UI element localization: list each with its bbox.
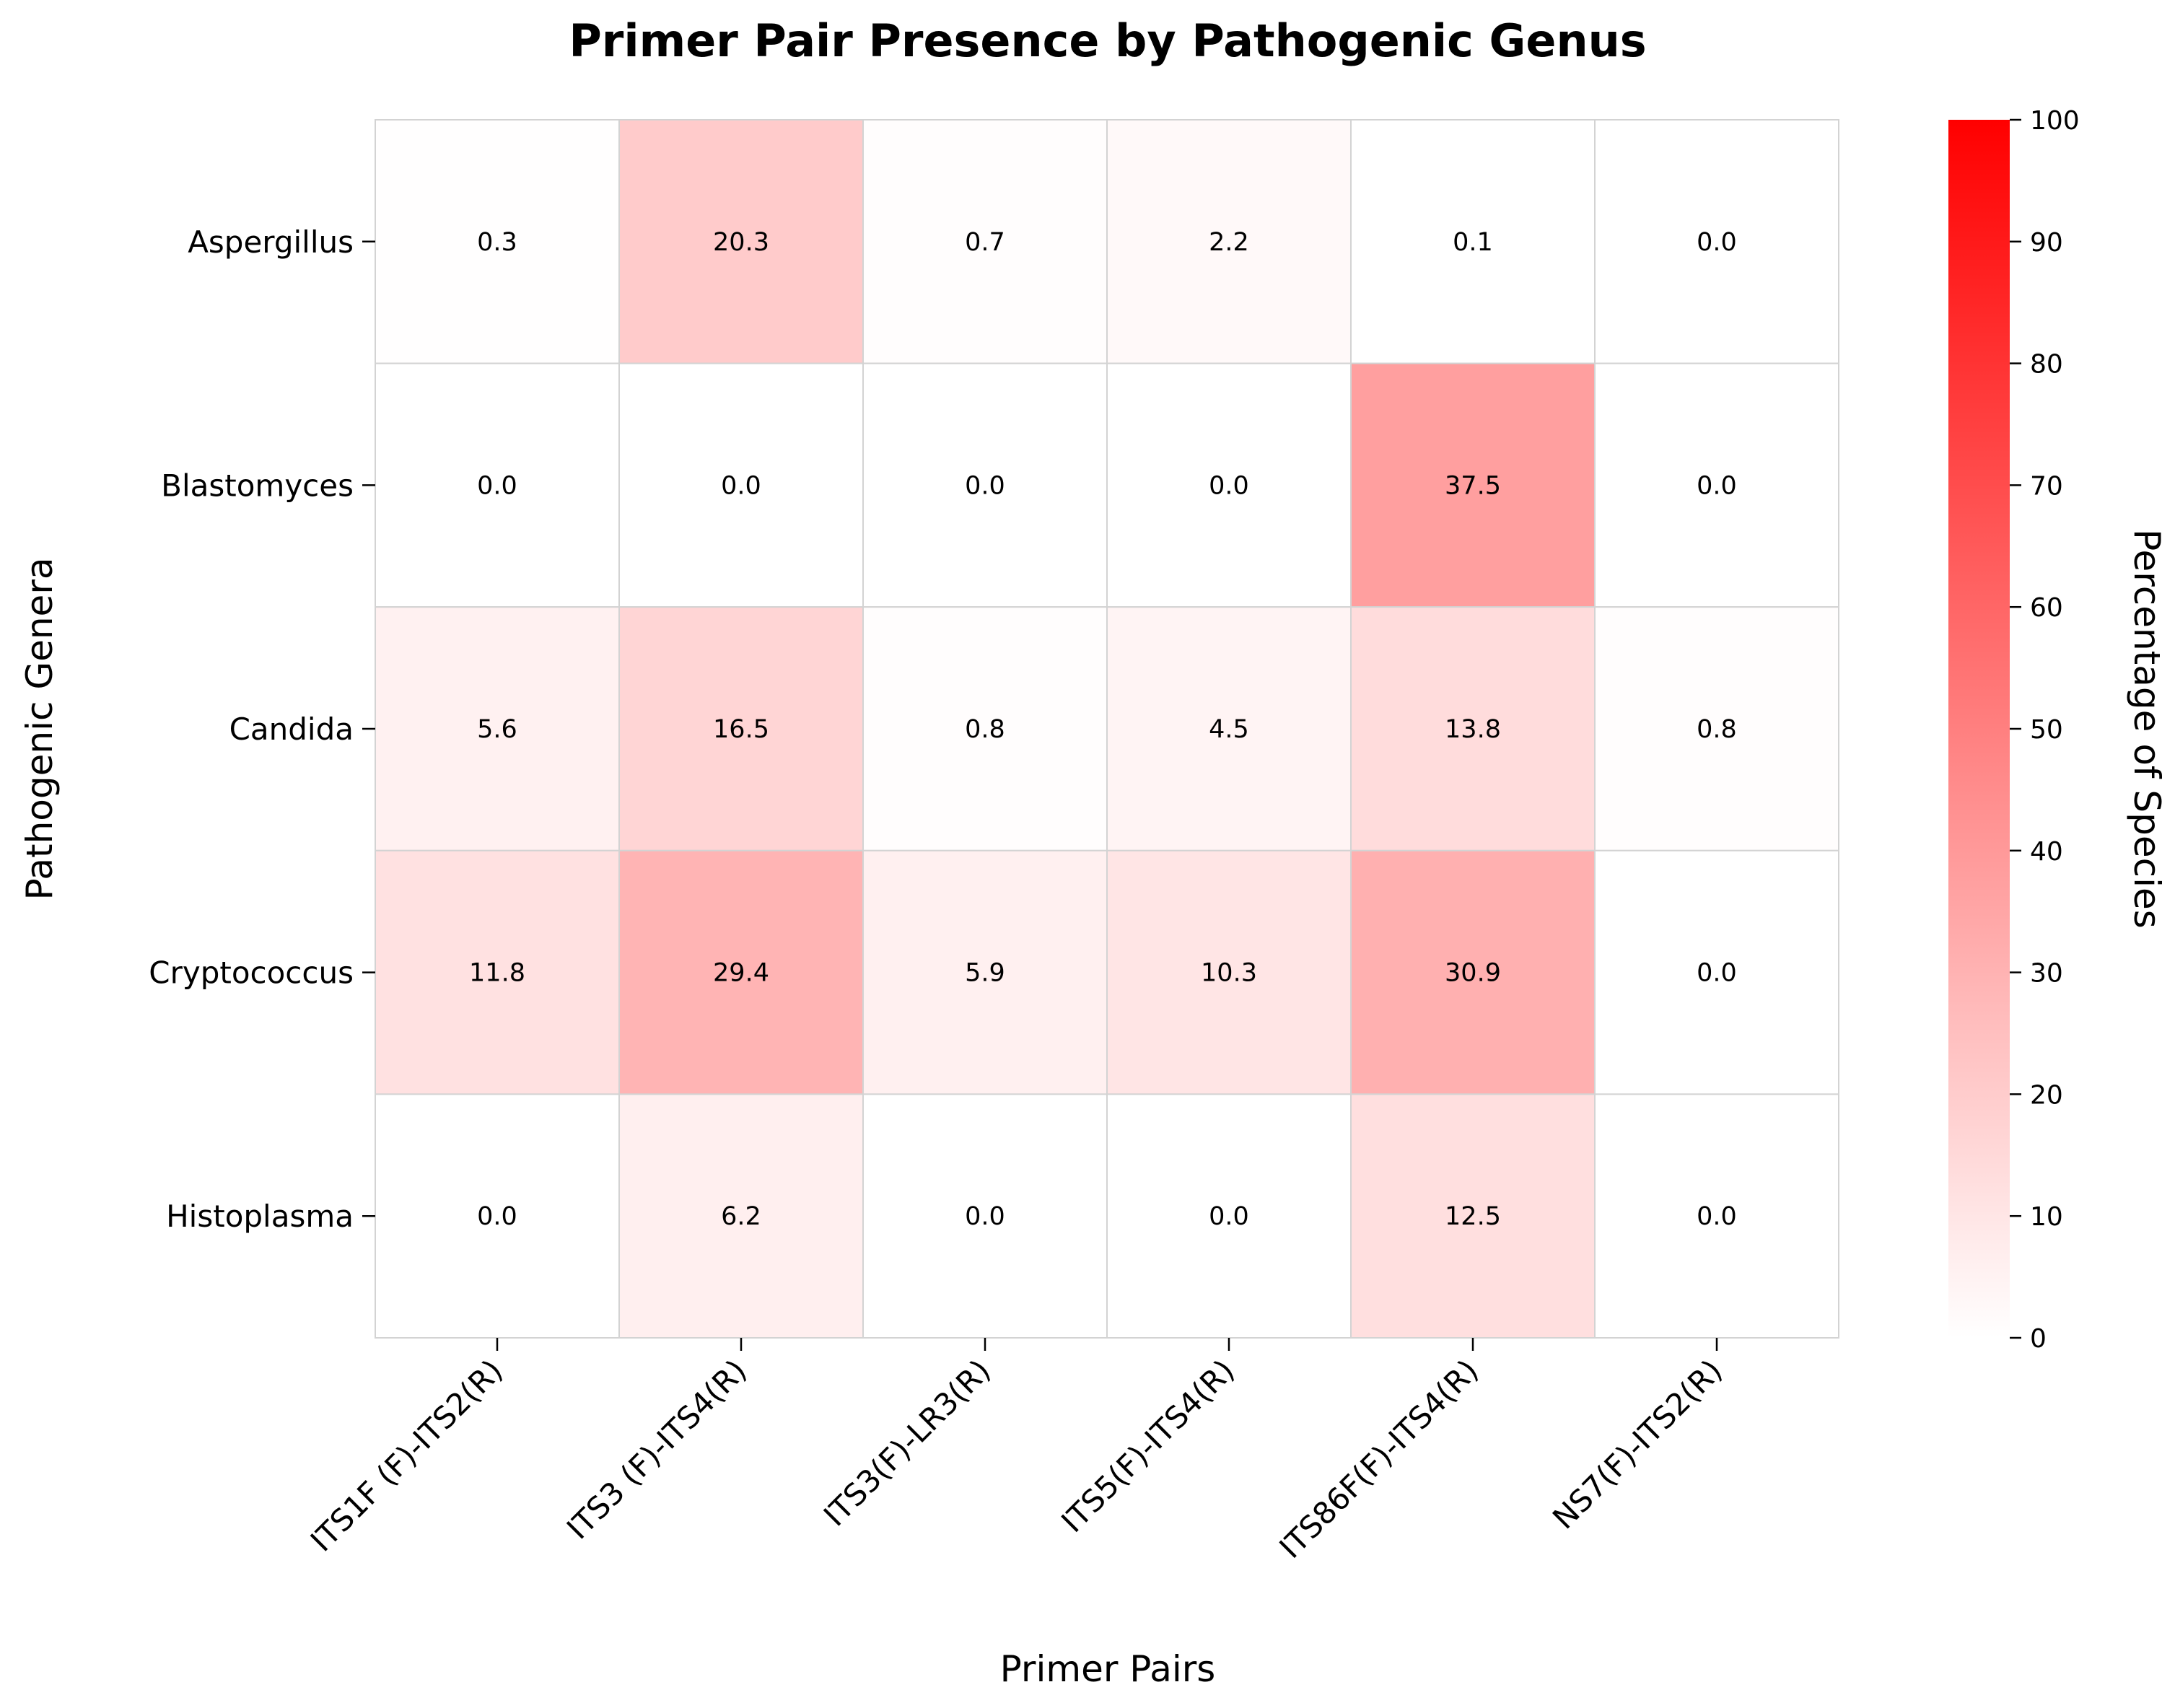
colorbar-tick-label: 60 (2030, 593, 2063, 623)
y-tick-label: Histoplasma (166, 1199, 354, 1234)
heatmap-cell (618, 606, 864, 851)
cell-value-label: 5.6 (477, 715, 517, 744)
y-axis-ticks: Aspergillus Blastomyces Candida Cryptococcu… (149, 224, 375, 1234)
heatmap-cell (375, 606, 620, 851)
heatmap-cell (862, 1093, 1108, 1339)
y-tick-label: Cryptococcus (149, 955, 354, 991)
heatmap-cell (1594, 1093, 1839, 1339)
x-axis-label: Primer Pairs (1000, 1648, 1216, 1690)
x-tick-label: ITS3 (F)-ITS4(R) (560, 1352, 753, 1546)
heatmap-cell (1594, 119, 1839, 364)
colorbar-tick-label: 40 (2030, 837, 2063, 867)
colorbar-tick-label: 50 (2030, 715, 2063, 745)
heatmap-cell (1350, 1093, 1596, 1339)
heatmap-cell (618, 1093, 864, 1339)
x-tick-label: ITS3(F)-LR3(R) (817, 1352, 997, 1533)
cell-value-label: 30.9 (1445, 959, 1501, 988)
cell-value-label: 6.2 (721, 1202, 761, 1231)
cell-value-label: 0.0 (1209, 1202, 1249, 1231)
x-tick-label: NS7(F)-ITS2(R) (1546, 1352, 1729, 1536)
cell-value-label: 12.5 (1445, 1202, 1501, 1231)
colorbar-tick-label: 90 (2030, 228, 2063, 258)
heatmap-cell (1350, 119, 1596, 364)
cell-value-label: 29.4 (713, 959, 769, 988)
colorbar-gradient (1948, 120, 2010, 1338)
cell-value-label: 0.0 (1697, 1202, 1737, 1231)
colorbar-label: Percentage of Species (2126, 529, 2168, 929)
cell-value-label: 0.0 (1697, 471, 1737, 500)
cell-value-label: 0.0 (477, 471, 517, 500)
heatmap-cells (375, 119, 1839, 1339)
colorbar-tick-label: 20 (2030, 1080, 2063, 1110)
x-tick-label: ITS5(F)-ITS4(R) (1054, 1352, 1241, 1539)
heatmap-cell (618, 119, 864, 364)
colorbar-ticks: 0 10 20 30 40 50 60 70 80 90 100 (2010, 106, 2080, 1354)
cell-value-label: 0.0 (1697, 959, 1737, 988)
colorbar-tick-label: 70 (2030, 471, 2063, 501)
cell-value-label: 0.8 (965, 715, 1005, 744)
heatmap-cell (862, 119, 1108, 364)
cell-value-label: 11.8 (469, 959, 525, 988)
cell-value-label: 4.5 (1209, 715, 1249, 744)
heatmap-cell (1350, 849, 1596, 1095)
heatmap-cell (1106, 606, 1352, 851)
cell-value-label: 2.2 (1209, 228, 1249, 257)
cell-value-label: 37.5 (1445, 471, 1501, 500)
cell-value-label: 0.1 (1453, 228, 1493, 257)
heatmap-cell (1106, 849, 1352, 1095)
x-tick-label: ITS1F (F)-ITS2(R) (304, 1352, 509, 1558)
heatmap-cell (1106, 1093, 1352, 1339)
cell-value-label: 16.5 (713, 715, 769, 744)
x-axis-ticks: ITS1F (F)-ITS2(R) ITS3 (F)-ITS4(R) ITS3(F)… (304, 1338, 1729, 1565)
heatmap-cell (375, 362, 620, 608)
y-axis-label: Pathogenic Genera (19, 557, 61, 900)
colorbar: 0 10 20 30 40 50 60 70 80 90 100 Percentage of Spe… (1948, 106, 2168, 1354)
cell-value-label: 0.8 (1697, 715, 1737, 744)
chart-title: Primer Pair Presence by Pathogenic Genus (569, 14, 1646, 67)
heatmap-cell (618, 849, 864, 1095)
heatmap-cell (862, 606, 1108, 851)
colorbar-tick-label: 30 (2030, 959, 2063, 989)
cell-value-label: 20.3 (713, 228, 769, 257)
heatmap-cell (375, 1093, 620, 1339)
heatmap-cell (1106, 362, 1352, 608)
y-tick-label: Aspergillus (188, 224, 354, 260)
heatmap-cell (862, 849, 1108, 1095)
cell-value-label: 0.3 (477, 228, 517, 257)
cell-value-label: 0.0 (965, 471, 1005, 500)
cell-value-label: 5.9 (965, 959, 1005, 988)
colorbar-tick-label: 10 (2030, 1202, 2063, 1232)
cell-value-label: 0.0 (1697, 228, 1737, 257)
heatmap-cell (1350, 606, 1596, 851)
heatmap-cell (1594, 606, 1839, 851)
y-tick-label: Blastomyces (161, 468, 354, 503)
cell-value-label: 13.8 (1445, 715, 1501, 744)
cell-value-label: 0.0 (721, 471, 761, 500)
heatmap-cell (1594, 362, 1839, 608)
heatmap-cell (1594, 849, 1839, 1095)
heatmap-cell (375, 119, 620, 364)
colorbar-tick-label: 100 (2030, 106, 2080, 136)
cell-value-label: 0.0 (1209, 471, 1249, 500)
x-tick-label: ITS86F(F)-ITS4(R) (1272, 1352, 1485, 1565)
cell-value-label: 0.0 (477, 1202, 517, 1231)
heatmap-cell (1106, 119, 1352, 364)
heatmap-cell (375, 849, 620, 1095)
cell-value-label: 10.3 (1201, 959, 1257, 988)
y-tick-label: Candida (229, 711, 354, 747)
cell-value-label: 0.0 (965, 1202, 1005, 1231)
colorbar-tick-label: 0 (2030, 1324, 2047, 1354)
heatmap-cell-labels: 0.3 20.3 0.7 2.2 0.1 0.0 0.0 0.0 0.0 0.0 37.5 0.0 5.… (469, 228, 1737, 1231)
colorbar-tick-label: 80 (2030, 350, 2063, 380)
cell-value-label: 0.7 (965, 228, 1005, 257)
heatmap-cell (618, 362, 864, 608)
